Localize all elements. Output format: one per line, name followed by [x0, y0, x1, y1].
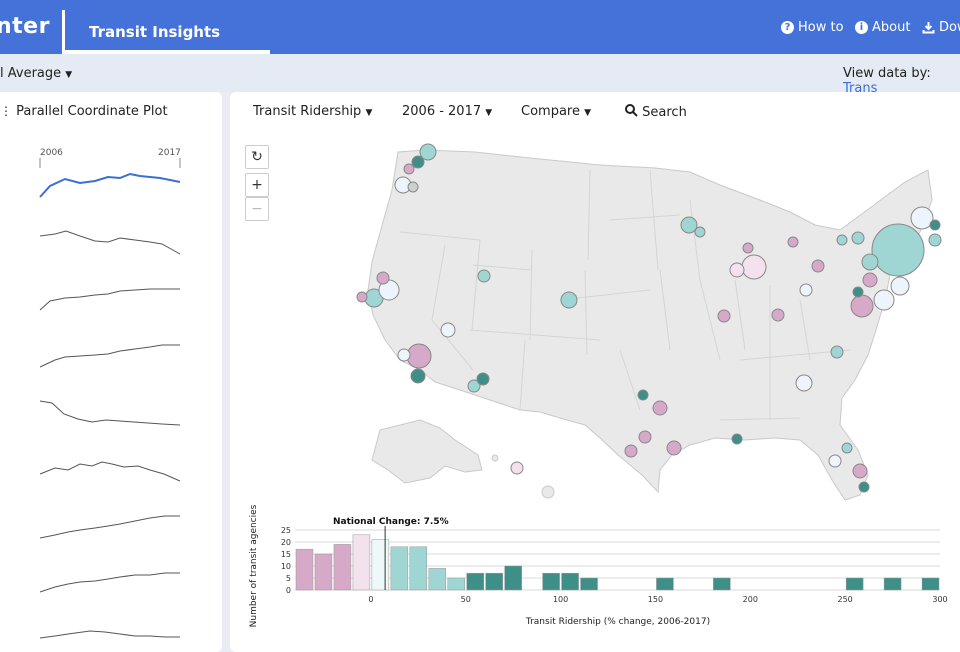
search-button-label: Search — [642, 105, 687, 120]
sparkline — [39, 230, 181, 255]
histogram-bar — [921, 577, 940, 591]
histogram-bars — [295, 526, 940, 591]
sparkline — [39, 344, 180, 368]
y-tick-label: 20 — [281, 538, 291, 547]
histogram-x-label: Transit Ridership (% change, 2006-2017) — [525, 617, 710, 627]
sub-toolbar: l Average ▼ View data by: Trans — [0, 54, 960, 96]
histogram-bar — [428, 568, 447, 591]
histogram-bar — [314, 553, 333, 591]
histogram-bar — [390, 546, 409, 591]
header-divider — [62, 10, 65, 50]
average-dropdown[interactable]: l Average ▼ — [0, 66, 72, 81]
active-tab-underline — [62, 50, 270, 54]
info-circle-icon: i — [855, 21, 868, 34]
chevron-down-icon: ▼ — [65, 70, 73, 80]
compare-dropdown-label: Compare — [521, 104, 580, 119]
minus-icon: − — [251, 201, 263, 217]
x-tick-label: 50 — [461, 595, 471, 604]
download-icon — [922, 22, 935, 34]
nav-download[interactable]: Dow — [922, 20, 960, 35]
histogram-bar — [333, 544, 352, 591]
y-tick-label: 10 — [281, 562, 291, 571]
x-tick-label: 250 — [838, 595, 853, 604]
metric-dropdown-label: Transit Ridership — [253, 104, 362, 119]
nav-how-to-label: How to — [798, 20, 844, 35]
histogram-bar — [845, 577, 864, 591]
y-tick-label: 25 — [281, 526, 291, 535]
metric-dropdown[interactable]: Transit Ridership ▼ — [253, 104, 372, 119]
y-tick-label: 15 — [281, 550, 291, 559]
refresh-icon: ↻ — [251, 149, 263, 165]
chevron-down-icon: ▼ — [584, 108, 592, 118]
zoom-out-button[interactable]: − — [245, 197, 269, 221]
sparkline-plot: 2006 2017 — [39, 148, 181, 639]
x-tick-label: 100 — [553, 595, 568, 604]
histogram-bar — [409, 546, 428, 591]
panel-title-text: Parallel Coordinate Plot — [16, 104, 168, 119]
brand-logo[interactable]: nter — [0, 14, 50, 39]
histogram-bar — [352, 534, 371, 591]
compare-dropdown[interactable]: Compare ▼ — [521, 104, 591, 119]
histogram-bar — [656, 577, 674, 591]
sparkline — [39, 288, 180, 311]
nav-about-label: About — [872, 20, 911, 35]
zoom-in-button[interactable]: + — [245, 173, 269, 197]
plus-icon: + — [251, 177, 263, 193]
year-start-label: 2006 — [40, 148, 63, 158]
histogram-bar — [542, 572, 560, 591]
nav-download-label: Dow — [939, 20, 960, 35]
nav-how-to[interactable]: ? How to — [781, 20, 844, 35]
histogram-y-label: Number of transit agencies — [249, 504, 259, 627]
chevron-down-icon: ▼ — [365, 108, 373, 118]
chevron-down-icon: ▼ — [485, 108, 493, 118]
x-tick-label: 300 — [932, 595, 947, 604]
x-tick-label: 0 — [368, 595, 373, 604]
sparkline — [39, 572, 180, 593]
search-button[interactable]: Search — [625, 104, 687, 120]
menu-icon[interactable]: ⋮ — [0, 104, 12, 118]
histogram-title: National Change: 7.5% — [333, 517, 449, 527]
x-tick-label: 200 — [743, 595, 758, 604]
histogram-bar — [466, 572, 484, 591]
sparkline — [39, 515, 180, 539]
y-tick-label: 5 — [286, 574, 291, 583]
year-end-label: 2017 — [158, 148, 181, 158]
view-by-label: View data by: — [843, 66, 931, 81]
histogram-bar — [447, 577, 465, 591]
sparkline — [39, 461, 181, 482]
nav-about[interactable]: i About — [855, 20, 910, 35]
histogram-y-ticks: 0 5 10 15 20 25 — [281, 526, 291, 595]
y-tick-label: 0 — [286, 586, 291, 595]
search-icon — [625, 104, 638, 117]
highlighted-sparkline — [39, 172, 181, 198]
reset-view-button[interactable]: ↻ — [245, 145, 269, 169]
histogram-bar — [561, 572, 579, 591]
histogram-bar — [580, 577, 598, 591]
sparkline — [39, 400, 181, 426]
top-header: nter Transit Insights ? How to i About D… — [0, 0, 960, 54]
average-dropdown-label: l Average — [0, 66, 62, 81]
histogram-bar — [504, 565, 522, 591]
question-circle-icon: ? — [781, 21, 794, 34]
histogram-bar — [485, 572, 503, 591]
years-dropdown[interactable]: 2006 - 2017 ▼ — [402, 104, 492, 119]
histogram-bar — [371, 539, 390, 591]
app-title[interactable]: Transit Insights — [89, 23, 221, 41]
histogram-x-ticks: 0 50 100 150 200 250 300 — [368, 595, 947, 604]
histogram-bar — [883, 577, 902, 591]
sparkline — [39, 630, 180, 639]
parallel-coordinate-panel: ⋮ Parallel Coordinate Plot 2006 2017 — [0, 92, 222, 652]
x-tick-label: 150 — [648, 595, 663, 604]
histogram-bar — [713, 577, 731, 591]
years-dropdown-label: 2006 - 2017 — [402, 104, 482, 119]
panel-title: ⋮ Parallel Coordinate Plot — [0, 104, 168, 119]
histogram-bar — [295, 548, 314, 591]
